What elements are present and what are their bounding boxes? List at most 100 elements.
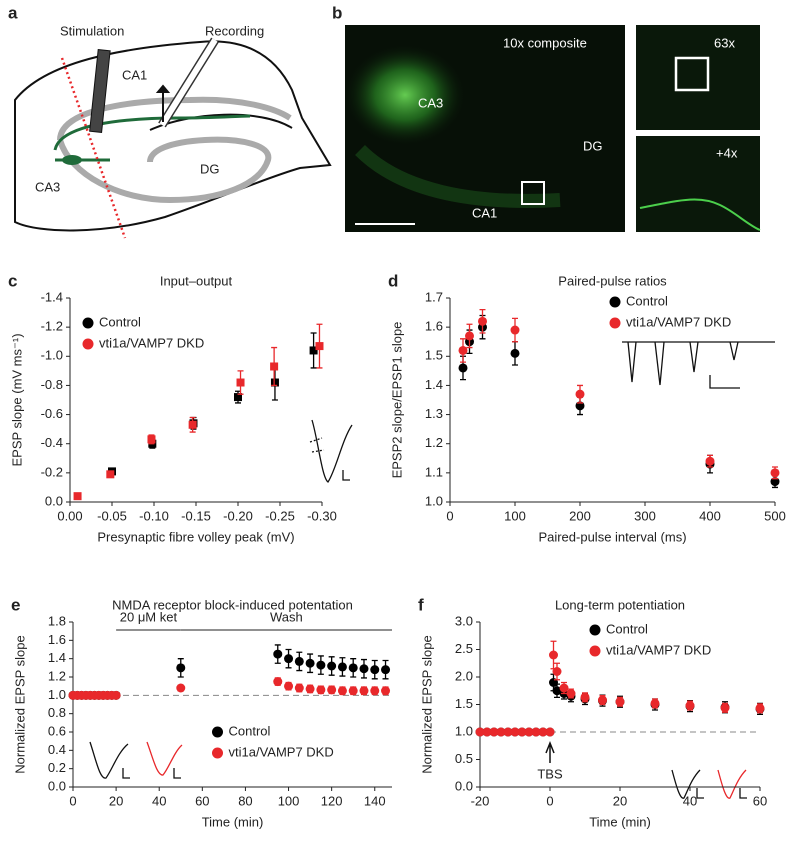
label: CA1	[122, 67, 147, 82]
point	[316, 685, 326, 695]
point	[580, 692, 590, 702]
point	[359, 686, 369, 696]
point	[496, 727, 506, 737]
point	[549, 650, 558, 660]
ca3-soma	[62, 155, 82, 165]
legend-label: vti1a/VAMP7 DKD	[99, 335, 204, 350]
y-tick-label: -1.0	[41, 348, 63, 363]
point	[552, 686, 562, 696]
point	[337, 662, 347, 672]
y-tick-label: 1.5	[425, 348, 443, 363]
point	[111, 690, 121, 700]
point	[510, 727, 520, 737]
x-tick-label: -0.05	[97, 508, 127, 523]
y-tick-label: -0.2	[41, 464, 63, 479]
x-tick-label: 140	[364, 793, 386, 808]
micrograph-63x	[636, 25, 760, 130]
scale-bar	[709, 375, 740, 389]
point	[327, 685, 337, 695]
y-tick-label: 0.0	[455, 778, 473, 793]
point	[458, 345, 468, 355]
point	[575, 389, 585, 399]
ca1-neuron	[155, 84, 171, 122]
y-tick-label: 1.5	[455, 696, 473, 711]
x-tick-label: 0	[546, 793, 553, 808]
x-axis-label: Presynaptic fibre volley peak (mV)	[97, 529, 294, 544]
x-tick-label: 60	[753, 793, 767, 808]
point	[598, 695, 607, 705]
trace	[671, 769, 701, 799]
y-tick-label: 1.0	[425, 493, 443, 508]
label: Stimulation	[60, 23, 124, 38]
x-tick-label: 40	[152, 793, 166, 808]
legend-label: Control	[229, 723, 271, 738]
chart-title: Paired-pulse ratios	[558, 273, 667, 288]
axon	[639, 198, 761, 231]
y-tick-label: 1.4	[48, 650, 66, 665]
y-tick-label: 1.2	[425, 435, 443, 450]
y-tick-label: 0.5	[455, 751, 473, 766]
point	[270, 362, 279, 371]
y-tick-label: -0.4	[41, 435, 63, 450]
point	[531, 727, 541, 737]
point	[316, 660, 326, 670]
y-tick-label: 1.2	[48, 668, 66, 683]
point	[370, 686, 380, 696]
x-axis-label: Paired-pulse interval (ms)	[538, 529, 686, 544]
ca1-fluorescence	[355, 144, 561, 208]
pipette-inner	[159, 38, 218, 127]
point	[315, 342, 324, 351]
point	[566, 689, 576, 698]
point	[545, 727, 555, 737]
legend-marker	[212, 747, 223, 759]
point	[503, 727, 513, 737]
point	[147, 435, 156, 444]
annotation-arrow	[545, 740, 555, 763]
point	[176, 663, 186, 673]
point	[458, 363, 468, 373]
y-tick-label: 1.0	[455, 723, 473, 738]
point	[305, 658, 315, 668]
y-tick-label: 1.0	[48, 687, 66, 702]
point	[381, 665, 391, 675]
x-tick-label: -0.10	[139, 508, 169, 523]
scale-bar	[173, 768, 181, 779]
y-tick-label: 0.8	[48, 705, 66, 720]
x-tick-label: 400	[699, 508, 721, 523]
x-tick-label: -20	[471, 793, 490, 808]
point	[284, 654, 294, 664]
trace	[717, 769, 747, 799]
x-tick-label: 20	[109, 793, 123, 808]
point	[188, 420, 197, 429]
y-tick-label: 2.5	[455, 641, 473, 656]
label: DG	[200, 161, 220, 176]
trace	[622, 341, 775, 386]
insets	[89, 341, 775, 799]
label: +4x	[716, 145, 738, 160]
legend-marker	[82, 317, 94, 329]
y-tick-label: 2.0	[455, 668, 473, 683]
point	[270, 378, 279, 387]
y-tick-label: 1.4	[425, 377, 443, 392]
panel-label: e	[11, 595, 20, 614]
y-tick-label: 3.0	[455, 613, 473, 628]
roi-box	[674, 56, 710, 92]
y-tick-label: 1.8	[48, 613, 66, 628]
point	[273, 649, 283, 659]
panel-label: c	[8, 271, 17, 290]
y-tick-label: 0.4	[48, 742, 66, 757]
y-tick-label: 0.2	[48, 760, 66, 775]
point	[615, 697, 625, 707]
cell-layer	[57, 96, 292, 204]
point	[770, 477, 780, 487]
point	[370, 665, 380, 675]
label: CA3	[418, 95, 443, 110]
x-tick-label: -0.30	[307, 508, 337, 523]
scale-bar	[696, 788, 704, 799]
annotation: Wash	[270, 609, 303, 624]
y-tick-label: 1.6	[425, 319, 443, 334]
trace	[311, 419, 353, 483]
point	[720, 703, 730, 713]
x-tick-label: 20	[613, 793, 627, 808]
